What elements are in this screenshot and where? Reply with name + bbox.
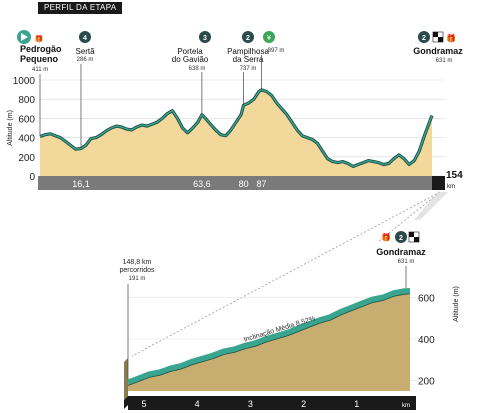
detail-line-edge: [127, 293, 411, 386]
x-tick-label: 16,1: [72, 179, 90, 189]
x-tick-label: 2: [301, 399, 306, 409]
profile-title: PERFIL DA ETAPA: [38, 2, 123, 14]
gift-icon: 🎁: [35, 34, 44, 43]
checker-pattern: [433, 32, 443, 42]
place-altitude: 897 m: [268, 48, 285, 54]
detail-side-face: [124, 358, 128, 400]
zoom-wedge: [414, 192, 448, 220]
y-tick-label: 400: [18, 134, 35, 145]
y-tick-label: 200: [418, 377, 435, 388]
detail-line: [126, 288, 411, 386]
place-name: do Gavião: [172, 55, 209, 64]
y-tick-label: 800: [18, 95, 35, 106]
km-bar: [38, 176, 432, 190]
y-tick-label: 200: [18, 153, 35, 164]
x-tick-label: 3: [248, 399, 253, 409]
x-tick-label: 5: [141, 399, 146, 409]
x-tick-label: 4: [195, 399, 200, 409]
feed-zone-icon: [263, 31, 275, 43]
place-name: da Serra: [233, 55, 264, 64]
x-tick-label: 1: [354, 399, 359, 409]
place-altitude: 638 m: [189, 66, 206, 72]
place-name: Pequeno: [20, 54, 59, 64]
km-bar-finish: [432, 176, 445, 190]
y-tick-label: 0: [29, 172, 35, 183]
x-tick-label: 63,6: [193, 179, 211, 189]
place-name: Pampilhosa: [227, 47, 269, 56]
place-altitude: 631 m: [436, 58, 453, 64]
profile-line: [39, 89, 433, 168]
y-tick-label: 600: [18, 114, 35, 125]
y-tick-label: 1000: [13, 76, 36, 87]
start-altitude-label: 191 m: [129, 276, 146, 282]
mountain-badge: [418, 31, 430, 43]
mountain-badge: [242, 31, 254, 43]
mountain-badge: [199, 31, 211, 43]
x-tick-label: 87: [256, 179, 266, 189]
start-km-label: 148,8 km: [123, 259, 152, 266]
badge-number: 2: [399, 235, 403, 242]
y-tick-label: 600: [418, 293, 435, 304]
gift-icon: 🎁: [446, 33, 456, 43]
y-axis-label: Altitude (m): [7, 110, 14, 146]
mountain-badge: [395, 231, 407, 243]
play-icon: [21, 33, 28, 41]
x-tick-label: 80: [239, 179, 249, 189]
y-tick-label: 400: [418, 335, 435, 346]
x-axis-unit: km: [402, 403, 410, 409]
checker-pattern: [409, 232, 419, 242]
place-altitude: 286 m: [77, 57, 94, 63]
x-tick-label: 154: [446, 170, 463, 181]
place-altitude: 411 m: [32, 67, 48, 73]
place-name: Pedrogão: [20, 44, 62, 54]
finish-altitude: 631 m: [398, 259, 415, 265]
mountain-badge: [79, 31, 91, 43]
gift-icon: 🎁: [381, 232, 391, 242]
badge-number: 2: [422, 35, 426, 42]
badge-number: 4: [83, 35, 87, 42]
place-name: Portela: [177, 47, 203, 56]
badge-number: 3: [203, 35, 207, 42]
x-axis-unit: km: [447, 184, 455, 190]
place-name: Sertã: [75, 47, 95, 56]
y-axis-label: Altitude (m): [453, 286, 460, 322]
place-name: Gondramaz: [413, 46, 463, 56]
finish-name: Gondramaz: [376, 247, 426, 257]
cutlery-icon: ¥: [267, 35, 271, 42]
badge-number: 2: [246, 35, 250, 42]
place-altitude: 737 m: [240, 66, 257, 72]
detail-km-strip-fill: [128, 397, 416, 410]
start-percorridos-label: percorridos: [119, 267, 155, 274]
profile-area: [40, 89, 432, 176]
zoom-connector: [377, 191, 441, 243]
